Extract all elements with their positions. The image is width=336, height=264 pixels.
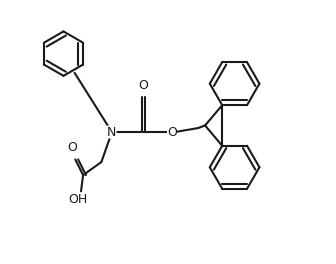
Text: O: O <box>167 125 177 139</box>
Text: O: O <box>68 141 78 154</box>
Text: N: N <box>107 125 117 139</box>
Text: O: O <box>138 79 148 92</box>
Text: OH: OH <box>68 194 87 206</box>
